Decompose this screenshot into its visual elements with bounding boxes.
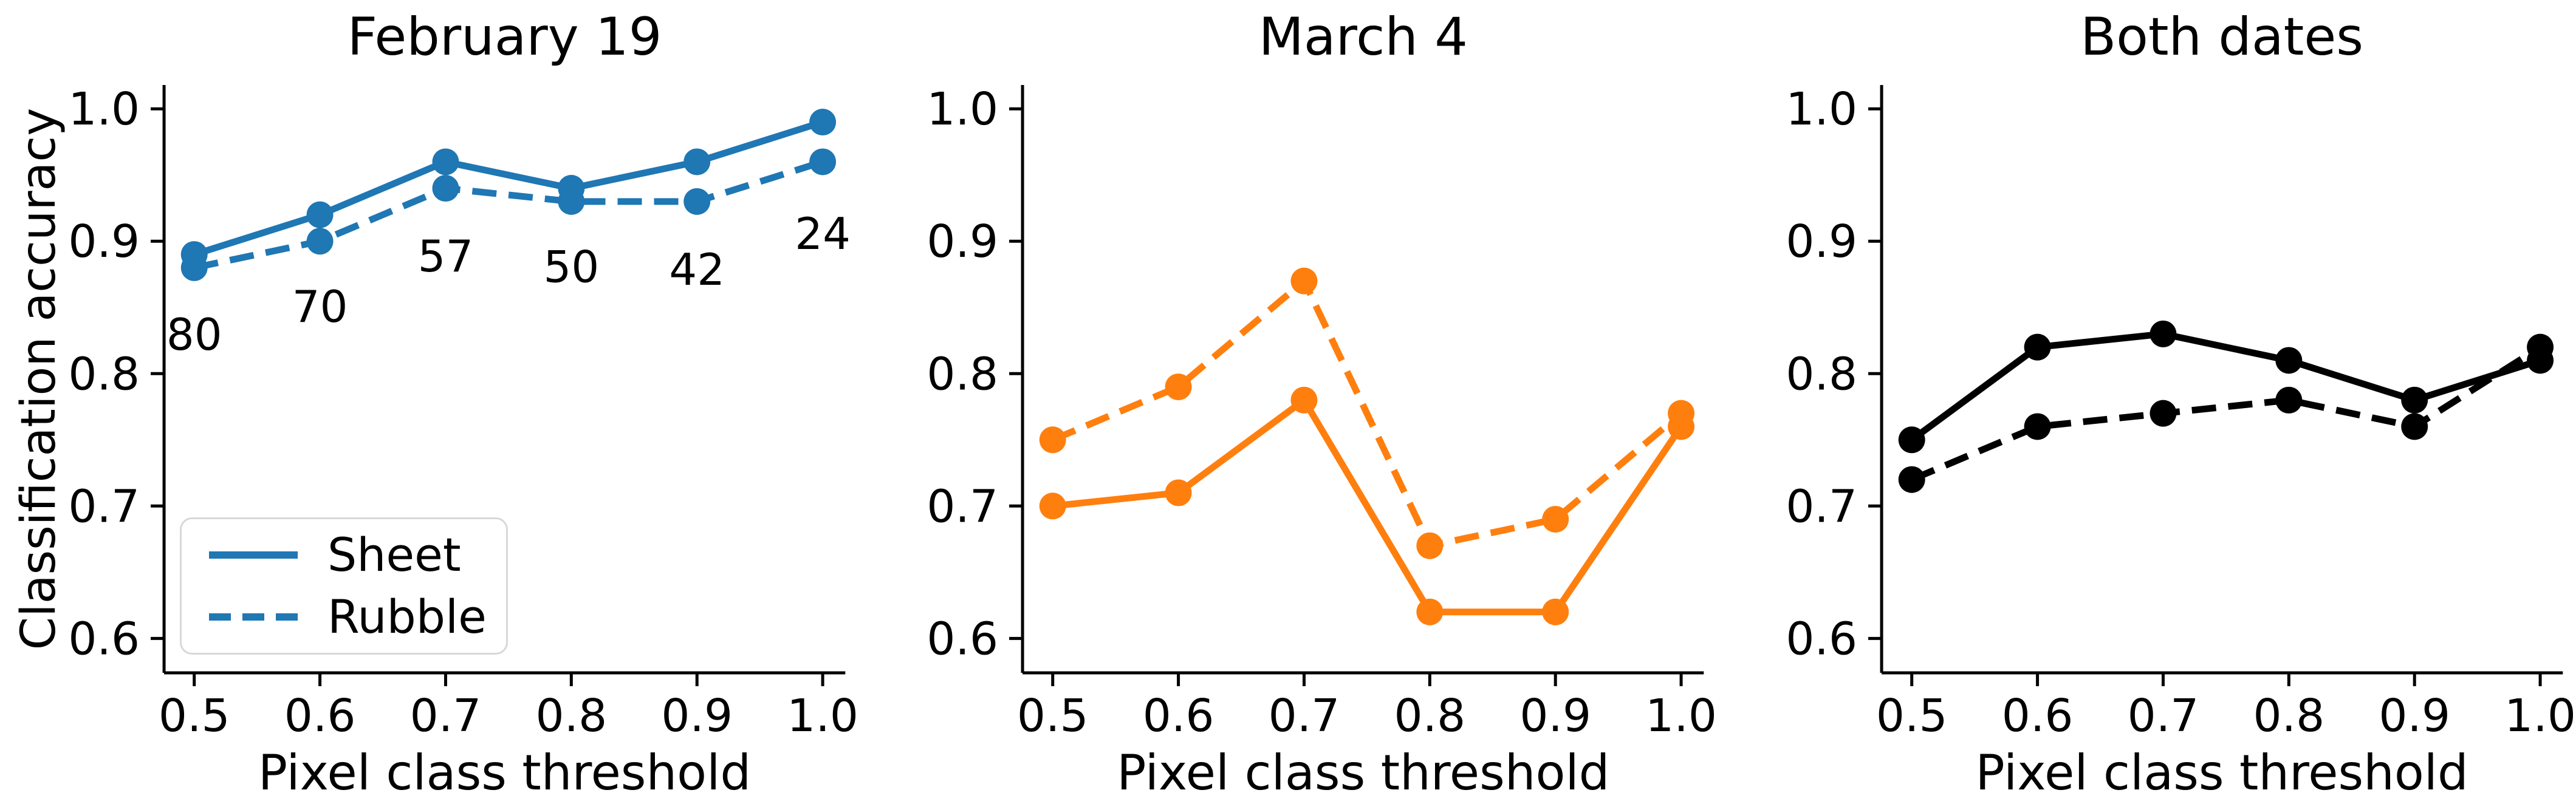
data-point-rubble xyxy=(558,188,585,215)
x-tick-label: 0.5 xyxy=(1876,690,1948,742)
y-tick-label: 0.9 xyxy=(927,216,999,268)
x-tick-label: 0.6 xyxy=(2001,690,2073,742)
legend-label-sheet: Sheet xyxy=(327,528,461,582)
subplot-march-4: 0.5 0.6 0.7 0.8 0.9 1.0 0.6 0.7 0.8 0.9 1.0 March … xyxy=(858,0,1718,804)
data-point-sheet xyxy=(1416,598,1444,625)
x-tick-label: 0.7 xyxy=(410,690,482,742)
y-tick-label: 0.6 xyxy=(1786,613,1857,665)
subplot-february-19: 0.5 0.6 0.7 0.8 0.9 1.0 0.6 0.7 0.8 0.9 1.0 80 70 57 5… xyxy=(0,0,858,804)
subplot-title-both-dates: Both dates xyxy=(2080,7,2364,67)
series-line-rubble xyxy=(1051,275,1684,550)
x-tick-label: 0.6 xyxy=(284,690,356,742)
series-line-sheet xyxy=(193,118,824,258)
dashed-line-icon xyxy=(209,613,298,621)
x-axis-label-both-dates: Pixel class threshold xyxy=(1975,744,2468,801)
chart-canvas-march-4: 0.5 0.6 0.7 0.8 0.9 1.0 0.6 0.7 0.8 0.9 1.0 xyxy=(927,83,1718,742)
annotation-count-label: 24 xyxy=(795,208,851,259)
data-point-sheet xyxy=(1542,598,1569,625)
data-point-rubble xyxy=(306,228,334,255)
data-point-rubble xyxy=(683,188,711,215)
subplot-title-february-19: February 19 xyxy=(347,7,662,67)
data-point-sheet xyxy=(809,109,837,136)
y-tick-label: 1.0 xyxy=(1786,83,1857,135)
x-tick-label: 0.9 xyxy=(2379,690,2450,742)
x-tick-label: 1.0 xyxy=(1646,690,1718,742)
y-tick-label: 0.7 xyxy=(1786,480,1857,533)
data-point-rubble xyxy=(180,254,208,281)
x-tick-label: 0.5 xyxy=(159,690,230,742)
data-point-rubble xyxy=(2526,333,2554,361)
x-tick-label: 0.9 xyxy=(1520,690,1592,742)
annotation-count-label: 50 xyxy=(544,242,600,293)
data-point-rubble xyxy=(1040,426,1067,454)
x-tick-label: 0.9 xyxy=(661,690,733,742)
data-point-rubble xyxy=(809,148,837,175)
legend: Sheet Rubble xyxy=(180,517,508,655)
x-tick-label: 0.8 xyxy=(535,690,607,742)
legend-item-sheet: Sheet xyxy=(207,532,506,578)
subplot-title-march-4: March 4 xyxy=(1258,7,1468,67)
y-tick-label: 0.8 xyxy=(68,348,140,400)
legend-label-rubble: Rubble xyxy=(327,590,487,644)
legend-item-rubble: Rubble xyxy=(207,594,506,640)
series-line-sheet xyxy=(1910,330,2541,443)
data-point-sheet xyxy=(2150,320,2177,347)
y-tick-label: 0.8 xyxy=(927,348,999,400)
data-point-rubble xyxy=(2275,386,2302,414)
x-tick-label: 0.8 xyxy=(2253,690,2324,742)
data-point-sheet xyxy=(1290,386,1318,414)
y-tick-label: 0.6 xyxy=(68,613,140,665)
data-point-sheet xyxy=(2275,347,2302,374)
data-point-rubble xyxy=(1542,506,1569,533)
data-point-sheet xyxy=(2400,386,2428,414)
annotation-count-label: 57 xyxy=(418,231,474,282)
y-tick-label: 0.7 xyxy=(68,480,140,533)
data-point-sheet xyxy=(683,148,711,175)
data-point-sheet xyxy=(1165,479,1192,506)
x-tick-label: 0.5 xyxy=(1017,690,1089,742)
data-point-sheet xyxy=(2024,333,2051,361)
subplot-both-dates: 0.5 0.6 0.7 0.8 0.9 1.0 0.6 0.7 0.8 0.9 1.0 Both d… xyxy=(1718,0,2576,804)
x-tick-label: 0.6 xyxy=(1143,690,1214,742)
y-tick-label: 0.7 xyxy=(927,480,999,533)
series-line-sheet xyxy=(1052,395,1684,616)
y-axis-label: Classification accuracy xyxy=(12,107,66,650)
data-point-rubble xyxy=(2400,413,2428,440)
y-tick-label: 0.9 xyxy=(68,216,140,268)
annotation-count-label: 42 xyxy=(669,244,725,295)
annotation-count-label: 80 xyxy=(166,309,222,360)
x-tick-label: 0.8 xyxy=(1394,690,1466,742)
x-axis-label-february-19: Pixel class threshold xyxy=(258,744,752,801)
chart-canvas-both-dates: 0.5 0.6 0.7 0.8 0.9 1.0 0.6 0.7 0.8 0.9 1.0 xyxy=(1786,83,2576,742)
x-tick-label: 1.0 xyxy=(2504,690,2576,742)
annotation-count-label: 70 xyxy=(292,281,348,332)
y-tick-label: 1.0 xyxy=(927,83,999,135)
x-tick-label: 1.0 xyxy=(787,690,858,742)
data-point-sheet xyxy=(432,148,459,175)
data-point-sheet xyxy=(1040,492,1067,520)
data-point-rubble xyxy=(1668,400,1695,427)
y-tick-label: 0.6 xyxy=(927,613,999,665)
x-axis-label-march-4: Pixel class threshold xyxy=(1117,744,1610,801)
x-tick-label: 0.7 xyxy=(1269,690,1340,742)
y-tick-label: 1.0 xyxy=(68,83,140,135)
data-point-sheet xyxy=(306,201,334,228)
y-tick-label: 0.9 xyxy=(1786,216,1857,268)
series-line-rubble xyxy=(1910,344,2542,483)
y-tick-label: 0.8 xyxy=(1786,348,1857,400)
solid-line-icon xyxy=(209,551,298,559)
data-point-rubble xyxy=(1898,466,1925,493)
data-point-rubble xyxy=(1416,532,1444,559)
data-point-rubble xyxy=(2024,413,2051,440)
data-point-rubble xyxy=(2150,400,2177,427)
chart-canvas-february-19: 0.5 0.6 0.7 0.8 0.9 1.0 0.6 0.7 0.8 0.9 1.0 80 70 57 5… xyxy=(68,83,858,742)
data-point-rubble xyxy=(1165,373,1192,401)
data-point-rubble xyxy=(1290,267,1318,295)
data-point-sheet xyxy=(1898,426,1925,454)
x-tick-label: 0.7 xyxy=(2127,690,2199,742)
data-point-rubble xyxy=(432,175,459,202)
